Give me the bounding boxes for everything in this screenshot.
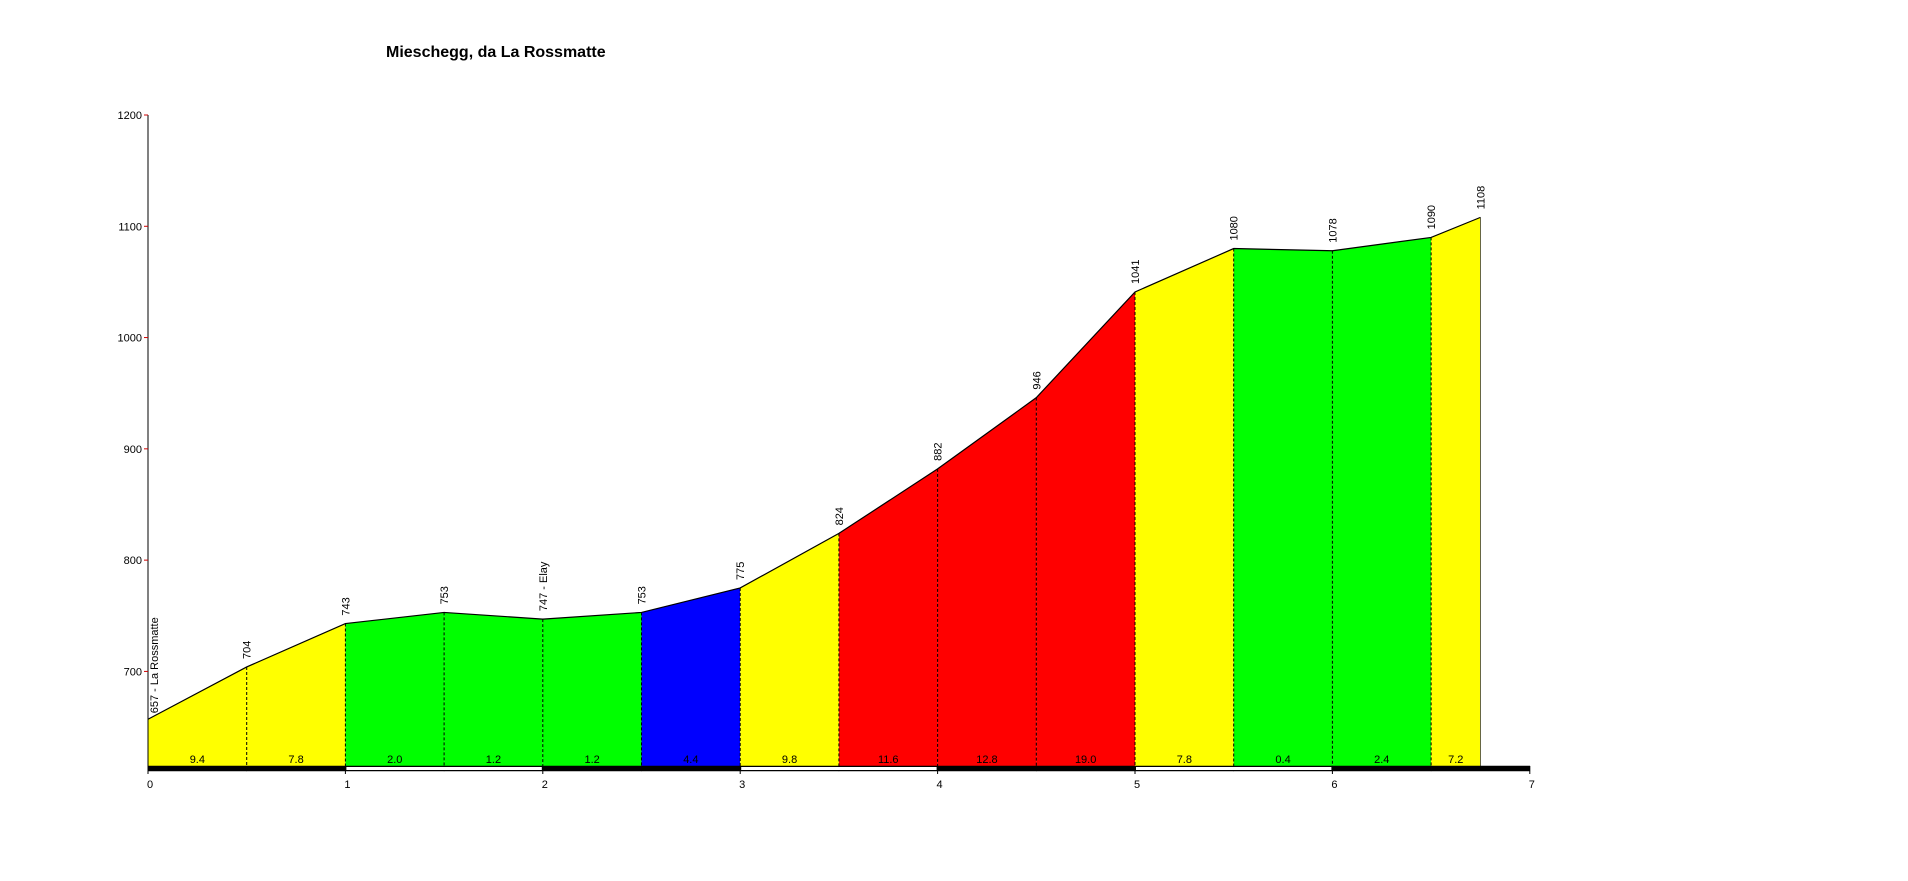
segment-fill	[838, 468, 938, 766]
y-tick-label: 1000	[118, 333, 142, 345]
y-tick-label: 1200	[118, 110, 142, 122]
km-bar-white	[741, 767, 937, 770]
segment-fills	[148, 217, 1481, 767]
elevation-label: 704	[242, 641, 254, 659]
elevation-label: 1108	[1475, 186, 1487, 210]
segment-gradient-label: 9.4	[190, 754, 205, 766]
profile-line	[147, 216, 1481, 720]
elevation-label: 882	[933, 443, 945, 461]
elevation-label: 1080	[1229, 216, 1241, 240]
segment-gradient-label: 2.4	[1374, 754, 1389, 766]
segment-fill	[148, 666, 247, 766]
segment-fill	[1233, 248, 1333, 767]
x-tick-label: 5	[1134, 779, 1140, 791]
elevation-label: 775	[735, 562, 747, 580]
segment-gradient-label: 0.4	[1275, 754, 1290, 766]
segment-fill	[1036, 291, 1135, 766]
x-tick-label: 4	[937, 779, 943, 791]
segment-gradient-label: 9.8	[782, 754, 797, 766]
elevation-label: 747 - Elay	[538, 561, 550, 611]
segment-fill	[937, 397, 1037, 766]
km-bar-block	[1036, 765, 1136, 772]
elevation-label: 946	[1031, 371, 1043, 389]
km-bar-block	[542, 765, 642, 772]
y-tick-label: 900	[124, 444, 142, 456]
km-bar	[147, 765, 1531, 772]
segment-fill	[1332, 237, 1432, 766]
elevation-label: 1090	[1426, 205, 1438, 229]
labels: 9.4 7.8 2.0 1.2 1.2 4.4 9.8 11.6 12.8 19.0 7.8 0.4 2…	[149, 186, 1487, 766]
axes: 700 800 900 1000 1100 1200 0 1 2 3 4 5 6 7	[118, 110, 1535, 791]
km-bar-block	[641, 765, 741, 772]
elevation-label: 743	[340, 597, 352, 615]
x-tick-label: 7	[1529, 779, 1535, 791]
x-tick-label: 3	[739, 779, 745, 791]
elevation-label: 753	[439, 586, 451, 604]
elevation-label: 753	[637, 586, 649, 604]
elevation-label: 1078	[1327, 218, 1339, 242]
km-bar-white	[346, 767, 542, 770]
chart-title: Mieschegg, da La Rossmatte	[386, 44, 606, 61]
segment-fill	[740, 533, 839, 766]
segment-fill	[345, 612, 445, 766]
y-tick-label: 700	[124, 666, 142, 678]
km-bar-block	[246, 765, 346, 772]
segment-gradient-label: 7.8	[1177, 754, 1192, 766]
x-tick-label: 0	[147, 779, 153, 791]
segment-gradient-label: 4.4	[683, 754, 698, 766]
x-tick-label: 1	[344, 779, 350, 791]
segment-gradient-label: 7.8	[288, 754, 303, 766]
segment-gradient-label: 7.2	[1448, 754, 1463, 766]
km-bar-block	[147, 765, 247, 772]
y-tick-label: 800	[124, 555, 142, 567]
km-bar-block	[937, 765, 1037, 772]
segment-fill	[542, 612, 642, 766]
segment-gradient-label: 12.8	[976, 754, 997, 766]
elevation-label: 657 - La Rossmatte	[149, 617, 161, 713]
x-tick-label: 6	[1331, 779, 1337, 791]
segment-gradient-label: 19.0	[1075, 754, 1096, 766]
y-tick-label: 1100	[118, 221, 142, 233]
segment-gradient-label: 2.0	[387, 754, 402, 766]
x-tick-label: 2	[542, 779, 548, 791]
segment-fill	[641, 587, 741, 766]
km-bar-block	[1332, 765, 1432, 772]
segment-fill	[1431, 217, 1481, 766]
segment-fill	[444, 612, 543, 766]
segment-fill	[246, 623, 346, 766]
km-bar-white	[1136, 767, 1332, 770]
elevation-label: 824	[834, 507, 846, 525]
segment-gradient-label: 11.6	[878, 754, 899, 766]
km-bar-block	[1430, 765, 1531, 772]
segment-gradient-label: 1.2	[486, 754, 501, 766]
segment-fill	[1135, 248, 1234, 767]
segment-gradient-label: 1.2	[585, 754, 600, 766]
segment-dividers	[246, 217, 1481, 766]
elevation-label: 1041	[1130, 259, 1142, 283]
profile-line-group	[147, 216, 1481, 720]
